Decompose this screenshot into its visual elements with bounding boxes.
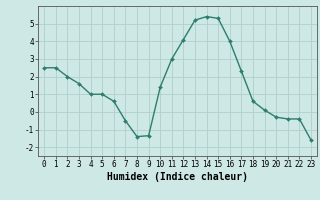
X-axis label: Humidex (Indice chaleur): Humidex (Indice chaleur) — [107, 172, 248, 182]
